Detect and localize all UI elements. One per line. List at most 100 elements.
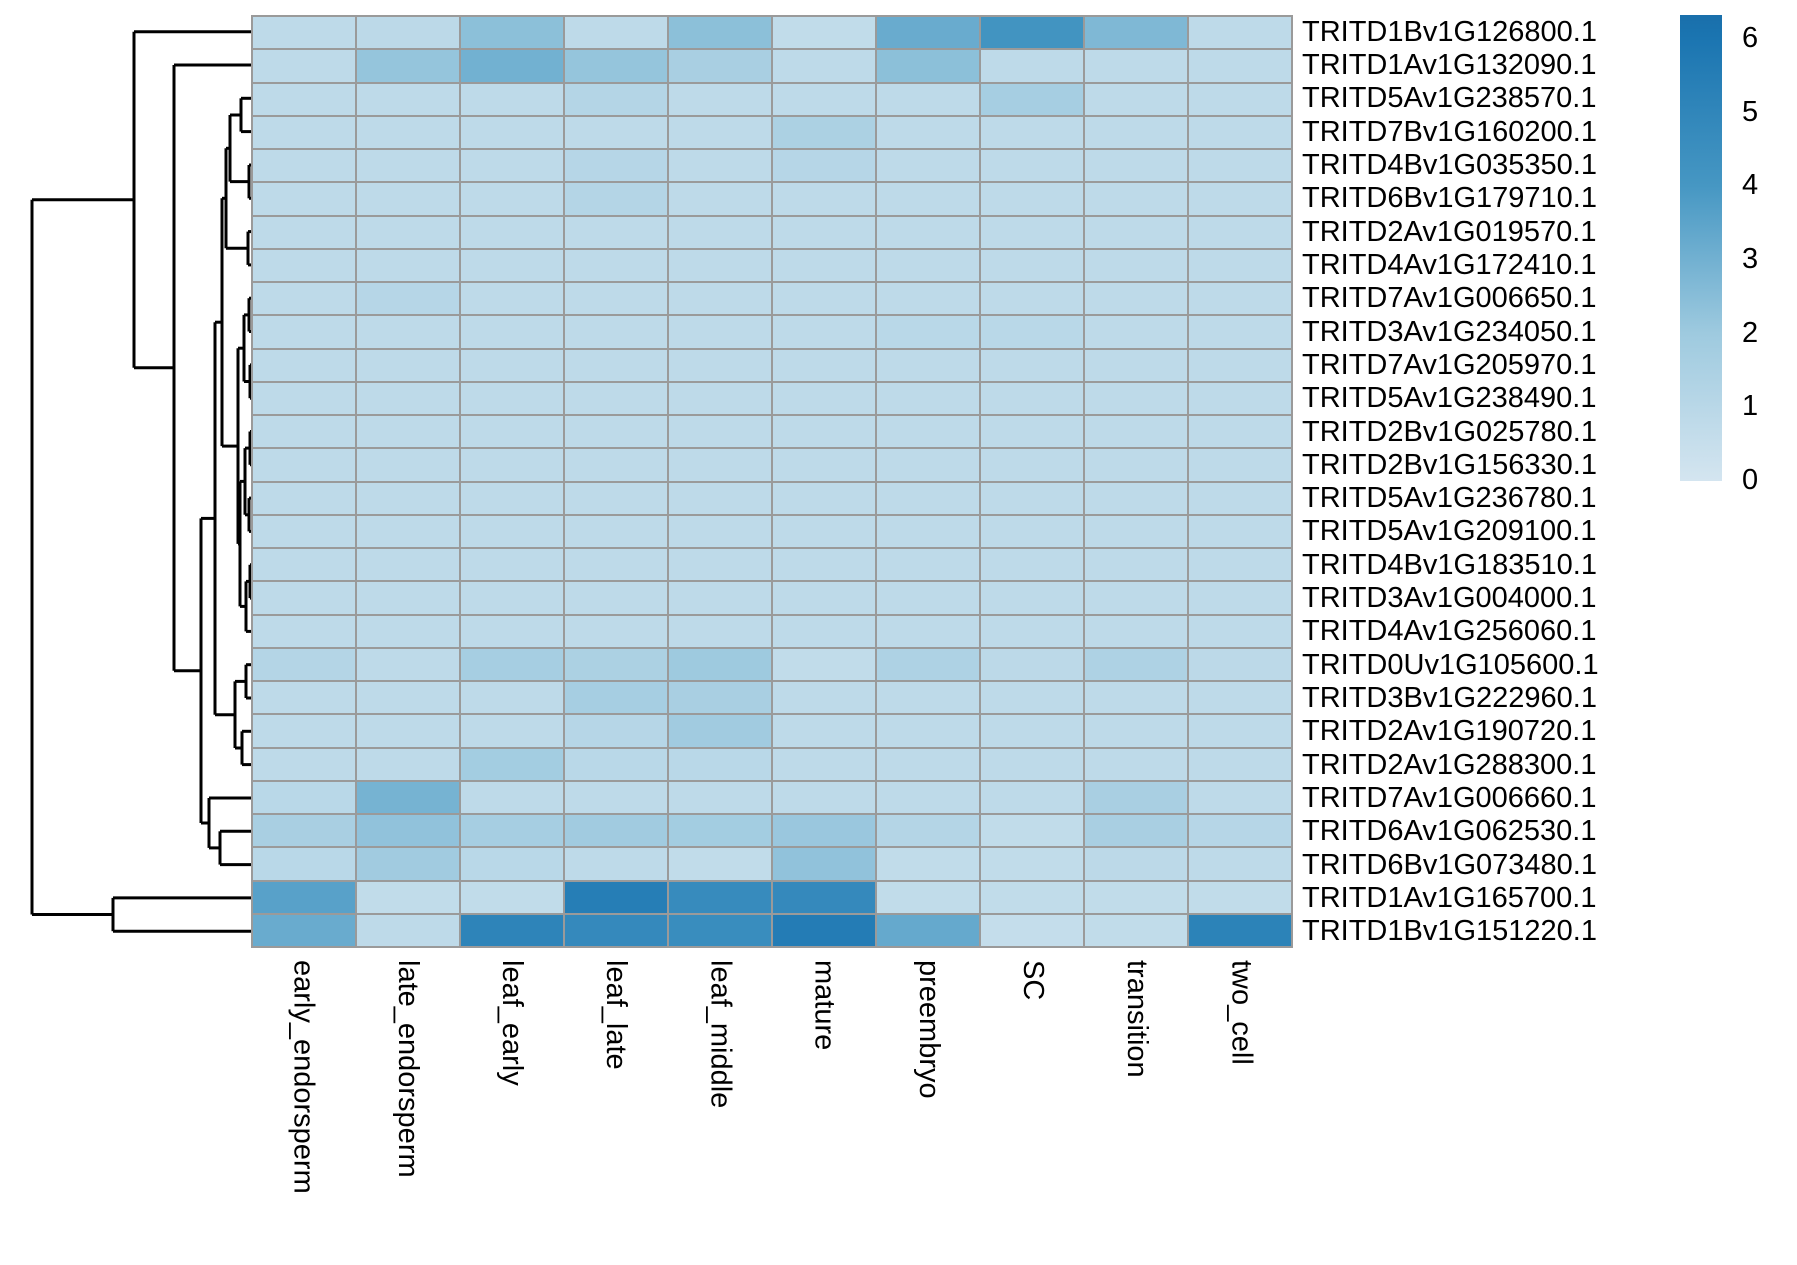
heatmap-cell-TRITD3Av1G234050.1-late_endorsperm: [357, 316, 459, 348]
heatmap-cell-TRITD6Av1G062530.1-leaf_middle: [669, 815, 771, 847]
heatmap-cell-TRITD2Av1G019570.1-two_cell: [1189, 216, 1291, 248]
heatmap-cell-TRITD7Av1G006650.1-early_endorsperm: [253, 283, 355, 315]
heatmap-cell-TRITD5Av1G236780.1-mature: [773, 482, 875, 514]
heatmap-cell-TRITD2Av1G190720.1-transition: [1085, 715, 1187, 747]
heatmap-cell-TRITD6Av1G062530.1-SC: [981, 815, 1083, 847]
heatmap-cell-TRITD6Av1G062530.1-leaf_early: [461, 815, 563, 847]
row-label: TRITD6Av1G062530.1: [1302, 815, 1597, 848]
heatmap-cell-TRITD1Bv1G126800.1-mature: [773, 17, 875, 49]
heatmap-cell-TRITD3Av1G004000.1-mature: [773, 582, 875, 614]
heatmap-cell-TRITD6Av1G062530.1-early_endorsperm: [253, 815, 355, 847]
heatmap-cell-TRITD7Av1G205970.1-transition: [1085, 349, 1187, 381]
heatmap-cell-TRITD2Av1G288300.1-leaf_middle: [669, 748, 771, 780]
heatmap-cell-TRITD2Bv1G025780.1-two_cell: [1189, 416, 1291, 448]
heatmap-cell-TRITD1Bv1G151220.1-two_cell: [1189, 914, 1291, 946]
heatmap-cell-TRITD1Av1G165700.1-mature: [773, 881, 875, 913]
heatmap-cell-TRITD7Av1G205970.1-leaf_early: [461, 349, 563, 381]
heatmap-cell-TRITD4Av1G172410.1-leaf_early: [461, 249, 563, 281]
row-label: TRITD7Av1G006660.1: [1302, 782, 1597, 815]
heatmap-cell-TRITD3Av1G004000.1-leaf_middle: [669, 582, 771, 614]
heatmap-cell-TRITD5Av1G209100.1-two_cell: [1189, 515, 1291, 547]
row-label: TRITD2Av1G019570.1: [1302, 215, 1597, 248]
heatmap-cell-TRITD6Bv1G179710.1-late_endorsperm: [357, 183, 459, 215]
heatmap-cell-TRITD2Bv1G156330.1-leaf_early: [461, 449, 563, 481]
heatmap-cell-TRITD3Av1G234050.1-early_endorsperm: [253, 316, 355, 348]
heatmap-cell-TRITD2Av1G019570.1-transition: [1085, 216, 1187, 248]
heatmap-cell-TRITD2Av1G288300.1-late_endorsperm: [357, 748, 459, 780]
heatmap-cell-TRITD4Av1G172410.1-leaf_middle: [669, 249, 771, 281]
heatmap-cell-TRITD5Av1G209100.1-leaf_early: [461, 515, 563, 547]
heatmap-cell-TRITD7Av1G006650.1-late_endorsperm: [357, 283, 459, 315]
heatmap-cell-TRITD7Av1G006660.1-SC: [981, 781, 1083, 813]
heatmap-cell-TRITD3Av1G234050.1-leaf_middle: [669, 316, 771, 348]
heatmap-cell-TRITD3Bv1G222960.1-early_endorsperm: [253, 682, 355, 714]
heatmap-cell-TRITD5Av1G238570.1-leaf_early: [461, 83, 563, 115]
heatmap-cell-TRITD5Av1G238570.1-leaf_late: [565, 83, 667, 115]
heatmap-cell-TRITD4Av1G172410.1-transition: [1085, 249, 1187, 281]
heatmap-cell-TRITD7Bv1G160200.1-transition: [1085, 116, 1187, 148]
heatmap-cell-TRITD4Av1G256060.1-early_endorsperm: [253, 615, 355, 647]
heatmap-cell-TRITD4Av1G256060.1-leaf_early: [461, 615, 563, 647]
heatmap-cell-TRITD7Av1G006660.1-late_endorsperm: [357, 781, 459, 813]
row-label: TRITD5Av1G238490.1: [1302, 382, 1597, 415]
heatmap-cell-TRITD7Av1G205970.1-two_cell: [1189, 349, 1291, 381]
heatmap-cell-TRITD3Av1G234050.1-mature: [773, 316, 875, 348]
heatmap-cell-TRITD1Bv1G151220.1-late_endorsperm: [357, 914, 459, 946]
heatmap-cell-TRITD2Bv1G156330.1-leaf_middle: [669, 449, 771, 481]
heatmap-cell-TRITD2Av1G288300.1-leaf_late: [565, 748, 667, 780]
heatmap-cell-TRITD2Av1G019570.1-SC: [981, 216, 1083, 248]
heatmap-cell-TRITD1Bv1G126800.1-transition: [1085, 17, 1187, 49]
heatmap-cell-TRITD6Av1G062530.1-mature: [773, 815, 875, 847]
heatmap-cell-TRITD3Bv1G222960.1-leaf_early: [461, 682, 563, 714]
heatmap-cell-TRITD5Av1G236780.1-late_endorsperm: [357, 482, 459, 514]
heatmap-cell-TRITD3Av1G234050.1-preembryo: [877, 316, 979, 348]
heatmap-cell-TRITD7Av1G006660.1-leaf_late: [565, 781, 667, 813]
heatmap-cell-TRITD6Bv1G179710.1-transition: [1085, 183, 1187, 215]
heatmap-cell-TRITD2Av1G190720.1-early_endorsperm: [253, 715, 355, 747]
heatmap-cell-TRITD2Bv1G025780.1-leaf_middle: [669, 416, 771, 448]
heatmap-cell-TRITD1Av1G165700.1-leaf_early: [461, 881, 563, 913]
heatmap-cell-TRITD4Bv1G183510.1-early_endorsperm: [253, 549, 355, 581]
heatmap-cell-TRITD2Av1G019570.1-mature: [773, 216, 875, 248]
heatmap-cell-TRITD5Av1G238490.1-leaf_middle: [669, 382, 771, 414]
heatmap-cell-TRITD5Av1G238490.1-two_cell: [1189, 382, 1291, 414]
heatmap-cell-TRITD1Av1G165700.1-early_endorsperm: [253, 881, 355, 913]
heatmap-cell-TRITD5Av1G238490.1-leaf_late: [565, 382, 667, 414]
heatmap-cell-TRITD4Av1G256060.1-preembryo: [877, 615, 979, 647]
heatmap-cell-TRITD1Bv1G126800.1-early_endorsperm: [253, 17, 355, 49]
heatmap-cell-TRITD4Av1G256060.1-leaf_late: [565, 615, 667, 647]
heatmap-cell-TRITD7Av1G006660.1-two_cell: [1189, 781, 1291, 813]
heatmap-cell-TRITD5Av1G238570.1-mature: [773, 83, 875, 115]
heatmap-cell-TRITD6Av1G062530.1-late_endorsperm: [357, 815, 459, 847]
row-label: TRITD0Uv1G105600.1: [1302, 648, 1599, 681]
legend-tick-label: 1: [1742, 390, 1759, 423]
heatmap-cell-TRITD1Bv1G126800.1-SC: [981, 17, 1083, 49]
heatmap-cell-TRITD1Bv1G126800.1-leaf_late: [565, 17, 667, 49]
heatmap-cell-TRITD2Av1G019570.1-leaf_early: [461, 216, 563, 248]
heatmap-cell-TRITD5Av1G238490.1-SC: [981, 382, 1083, 414]
row-label: TRITD4Bv1G035350.1: [1302, 148, 1597, 181]
heatmap-cell-TRITD0Uv1G105600.1-early_endorsperm: [253, 648, 355, 680]
heatmap-cell-TRITD6Bv1G073480.1-mature: [773, 848, 875, 880]
legend-colorbar: [1680, 15, 1722, 481]
heatmap-cell-TRITD2Bv1G156330.1-mature: [773, 449, 875, 481]
heatmap-cell-TRITD2Av1G019570.1-leaf_middle: [669, 216, 771, 248]
row-label: TRITD2Bv1G156330.1: [1302, 448, 1597, 481]
heatmap-cell-TRITD7Av1G006650.1-mature: [773, 283, 875, 315]
row-label: TRITD4Bv1G183510.1: [1302, 548, 1597, 581]
heatmap-cell-TRITD7Av1G006650.1-leaf_middle: [669, 283, 771, 315]
heatmap-cell-TRITD2Av1G190720.1-two_cell: [1189, 715, 1291, 747]
heatmap-cell-TRITD0Uv1G105600.1-transition: [1085, 648, 1187, 680]
legend-tick-label: 0: [1742, 464, 1759, 496]
heatmap-cell-TRITD4Av1G172410.1-two_cell: [1189, 249, 1291, 281]
heatmap-cell-TRITD6Av1G062530.1-leaf_late: [565, 815, 667, 847]
heatmap-cell-TRITD5Av1G238490.1-transition: [1085, 382, 1187, 414]
heatmap-cell-TRITD2Av1G288300.1-mature: [773, 748, 875, 780]
heatmap-cell-TRITD6Bv1G073480.1-SC: [981, 848, 1083, 880]
row-label: TRITD5Av1G238570.1: [1302, 82, 1597, 115]
heatmap-cell-TRITD7Bv1G160200.1-leaf_early: [461, 116, 563, 148]
heatmap-cell-TRITD5Av1G238490.1-late_endorsperm: [357, 382, 459, 414]
heatmap-cell-TRITD6Bv1G179710.1-leaf_middle: [669, 183, 771, 215]
heatmap-cell-TRITD4Av1G256060.1-SC: [981, 615, 1083, 647]
